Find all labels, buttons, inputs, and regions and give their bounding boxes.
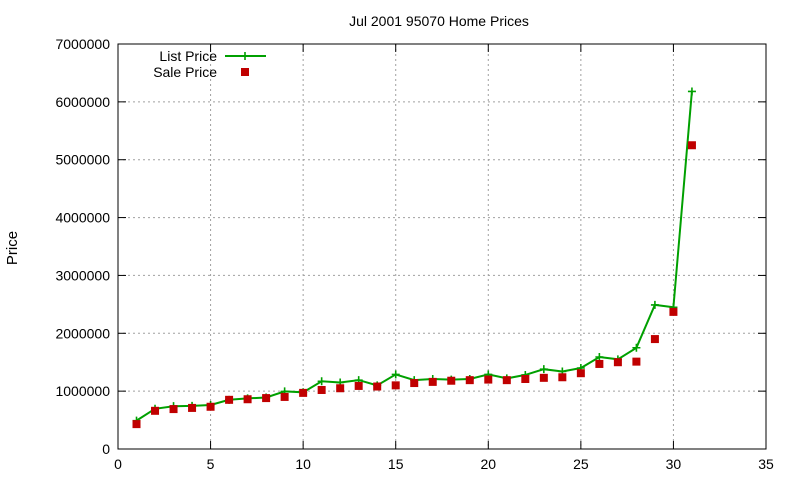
sale-price-point [447, 376, 456, 385]
x-tick-label: 20 [480, 456, 496, 472]
sale-price-point [558, 373, 567, 382]
sale-price-point [521, 374, 530, 383]
sale-price-point [632, 357, 641, 366]
sale-price-point [650, 335, 659, 344]
y-tick-label: 6000000 [55, 94, 110, 110]
sale-price-point [317, 385, 326, 394]
sale-price-point [151, 406, 160, 415]
list-price-point [391, 370, 400, 379]
sale-price-point [132, 420, 141, 429]
sale-price-point [354, 381, 363, 390]
y-axis-label: Price [4, 231, 21, 265]
y-tick-label: 5000000 [55, 152, 110, 168]
axis-ticks: 0 1000000 2000000 3000000 4000000 5000000 6000… [55, 36, 774, 472]
y-tick-label: 4000000 [55, 210, 110, 226]
sale-price-point [410, 379, 419, 388]
y-tick-label: 2000000 [55, 325, 110, 341]
y-tick-label: 3000000 [55, 267, 110, 283]
sale-price-point [280, 392, 289, 401]
sale-price-point [539, 373, 548, 382]
legend-marker-list-price [241, 52, 249, 60]
plot-frame [117, 43, 767, 450]
sale-price-point [336, 384, 345, 393]
sale-price-point [669, 307, 678, 316]
sale-price-point [502, 376, 511, 385]
list-price-point [650, 300, 659, 309]
x-tick-label: 25 [573, 456, 589, 472]
sale-price-point [225, 395, 234, 404]
sale-price-point [576, 369, 585, 378]
sale-price-point [373, 382, 382, 391]
legend-label-list-price: List Price [159, 48, 217, 64]
sale-price-point [613, 358, 622, 367]
x-tick-label: 10 [295, 456, 311, 472]
list-price-line [135, 91, 693, 422]
sale-price-point [428, 377, 437, 386]
sale-price-point [687, 141, 696, 150]
sale-price-point [484, 375, 493, 384]
sale-price-point [465, 376, 474, 385]
legend-marker-sale-price [241, 68, 249, 76]
grid [118, 44, 766, 449]
x-tick-label: 0 [114, 456, 122, 472]
sale-price-point [243, 395, 252, 404]
list-price-point [539, 365, 548, 374]
y-tick-label: 0 [102, 441, 110, 457]
sale-price-point [595, 359, 604, 368]
list-price-point [687, 87, 696, 96]
y-tick-label: 1000000 [55, 383, 110, 399]
sale-price-point [262, 394, 271, 403]
series-layer [132, 87, 696, 429]
list-price-point [317, 377, 326, 386]
x-tick-label: 35 [758, 456, 774, 472]
sale-price-point [299, 388, 308, 397]
y-tick-label: 7000000 [55, 36, 110, 52]
sale-price-point [206, 402, 215, 411]
sale-price-point [169, 405, 178, 414]
legend-label-sale-price: Sale Price [153, 64, 217, 80]
x-tick-label: 5 [207, 456, 215, 472]
chart-title: Jul 2001 95070 Home Prices [349, 13, 529, 29]
sale-price-point [188, 403, 197, 412]
x-tick-label: 15 [388, 456, 404, 472]
list-price-point [632, 343, 641, 352]
x-tick-label: 30 [666, 456, 682, 472]
sale-price-point [391, 381, 400, 390]
list-price-point [595, 353, 604, 362]
